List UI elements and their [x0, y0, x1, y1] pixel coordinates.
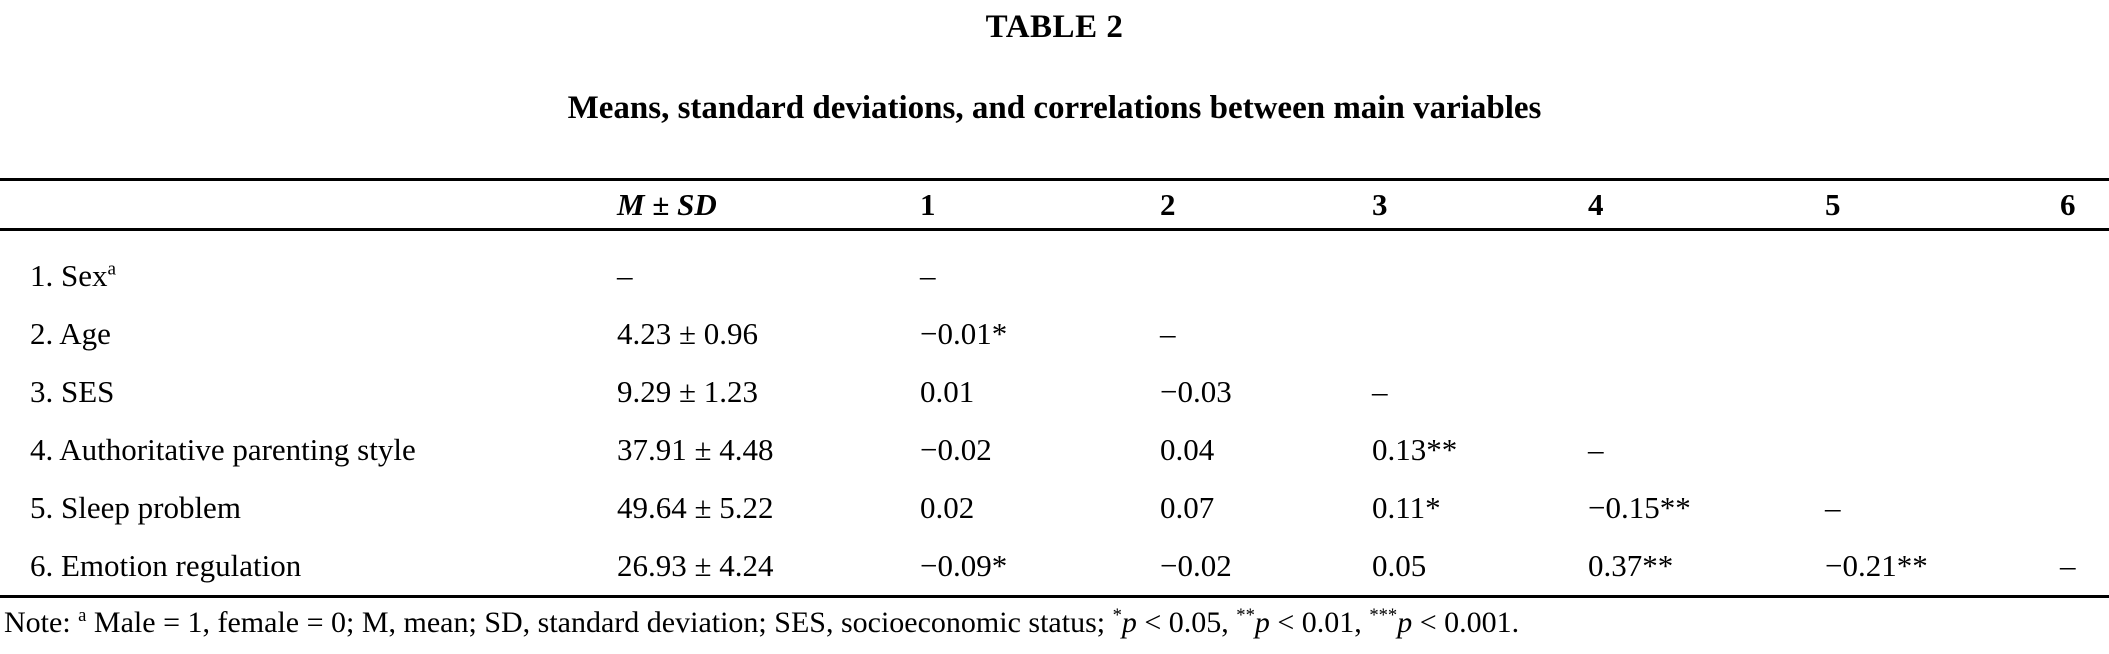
row-label: 6. Emotion regulation: [30, 548, 302, 583]
header-cell-2: 2: [1160, 186, 1176, 222]
cell-1: −0.09*: [920, 548, 1008, 583]
header-cell-1: 1: [920, 186, 936, 222]
row-label: 3. SES: [30, 374, 115, 409]
header-cell-5: 5: [1825, 186, 1841, 222]
table-note: Note: a Male = 1, female = 0; M, mean; S…: [4, 605, 1520, 639]
row-label: 4. Authoritative parenting style: [30, 432, 416, 467]
cell-msd: 49.64 ± 5.22: [617, 490, 774, 525]
table-row-ses: 3. SES 9.29 ± 1.23 0.01 −0.03 –: [0, 363, 2109, 421]
row-label: 5. Sleep problem: [30, 490, 241, 525]
table-number-title: TABLE 2: [985, 9, 1124, 45]
header-cell-4: 4: [1588, 186, 1604, 222]
cell-msd: 9.29 ± 1.23: [617, 374, 759, 409]
cell-4: −0.15**: [1588, 490, 1691, 525]
cell-msd: 26.93 ± 4.24: [617, 548, 774, 583]
cell-msd: –: [617, 258, 633, 293]
cell-msd: 37.91 ± 4.48: [617, 432, 774, 467]
cell-1: 0.01: [920, 374, 975, 409]
correlation-table: M ± SD 1 2 3 4 5 6 1. Sexa – – 2. Age 4: [0, 178, 2109, 598]
cell-3: 0.05: [1372, 548, 1427, 583]
header-rule: [0, 228, 2109, 231]
table-row-authoritative-parenting: 4. Authoritative parenting style 37.91 ±…: [0, 421, 2109, 479]
cell-2: 0.04: [1160, 432, 1215, 467]
cell-4: 0.37**: [1588, 548, 1674, 583]
cell-3: 0.13**: [1372, 432, 1458, 467]
table-row-sex: 1. Sexa – –: [0, 247, 2109, 305]
cell-4: –: [1588, 432, 1604, 467]
table-body: 1. Sexa – – 2. Age 4.23 ± 0.96 −0.01* –: [0, 231, 2109, 595]
cell-6: –: [2060, 548, 2076, 583]
row-label: 1. Sexa: [30, 258, 117, 293]
cell-2: −0.03: [1160, 374, 1232, 409]
cell-1: 0.02: [920, 490, 975, 525]
table-caption: Means, standard deviations, and correlat…: [567, 90, 1542, 126]
cell-5: −0.21**: [1825, 548, 1928, 583]
header-row: M ± SD 1 2 3 4 5 6: [0, 181, 2109, 228]
cell-3: 0.11*: [1372, 490, 1441, 525]
header-cell-3: 3: [1372, 186, 1388, 222]
table-row-emotion-regulation: 6. Emotion regulation 26.93 ± 4.24 −0.09…: [0, 537, 2109, 595]
cell-1: –: [920, 258, 936, 293]
cell-5: –: [1825, 490, 1841, 525]
cell-3: –: [1372, 374, 1388, 409]
cell-2: 0.07: [1160, 490, 1215, 525]
cell-1: −0.02: [920, 432, 992, 467]
row-label: 2. Age: [30, 316, 111, 351]
footnote-marker-a: a: [107, 258, 117, 280]
header-cell-msd: M ± SD: [617, 186, 717, 222]
table-row-sleep-problem: 5. Sleep problem 49.64 ± 5.22 0.02 0.07 …: [0, 479, 2109, 537]
bottom-rule: [0, 595, 2109, 598]
cell-2: −0.02: [1160, 548, 1232, 583]
cell-msd: 4.23 ± 0.96: [617, 316, 759, 351]
cell-1: −0.01*: [920, 316, 1008, 351]
paper-table-page: TABLE 2 Means, standard deviations, and …: [0, 8, 2109, 654]
cell-2: –: [1160, 316, 1176, 351]
header-cell-6: 6: [2060, 186, 2076, 222]
top-rule: [0, 178, 2109, 181]
table-row-age: 2. Age 4.23 ± 0.96 −0.01* –: [0, 305, 2109, 363]
